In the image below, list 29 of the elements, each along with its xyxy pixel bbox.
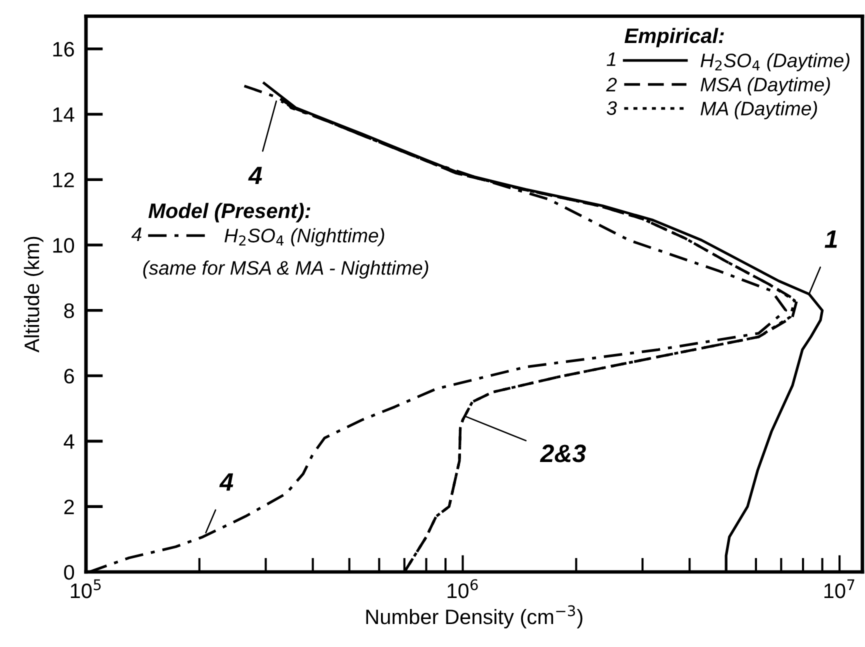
x-tick-label: 10$^{7}$ [824, 579, 854, 598]
x-axis-title: Number Density (cm$^{−3}$) [366, 605, 582, 628]
annotation: 2 [606, 78, 617, 92]
legend-label: H$_{2}$SO$_{4}$ (Nighttime) [224, 228, 384, 246]
legend-title: Empirical: [624, 28, 724, 48]
y-tick-label: 6 [64, 368, 74, 384]
annotation: 4 [131, 228, 142, 241]
annotation: 2&3 [540, 444, 586, 462]
legend-label: H$_{2}$SO$_{4}$ (Daytime) [700, 53, 850, 72]
annotation: 3 [606, 101, 617, 115]
x-tick-label: 10$^{5}$ [70, 579, 101, 598]
y-axis-title: Altitude (km) [24, 236, 44, 352]
annotation: 1 [606, 52, 616, 66]
y-tick-label: 14 [53, 107, 74, 122]
y-tick-label: 12 [53, 172, 74, 188]
y-tick-label: 16 [53, 42, 74, 57]
y-tick-label: 10 [53, 238, 74, 253]
annotation: 1 [824, 230, 837, 248]
x-tick-label: 10$^{6}$ [448, 579, 478, 598]
annotation: 4 [219, 473, 234, 491]
legend-label: MA (Daytime) [700, 101, 817, 120]
legend-label: MSA (Daytime) [700, 77, 830, 96]
y-tick-label: 4 [64, 434, 74, 449]
annotation: 4 [248, 166, 262, 184]
annotation: (same for MSA & MA - Nighttime) [143, 260, 428, 279]
y-tick-label: 8 [64, 303, 74, 318]
annotation: Model (Present): [148, 202, 310, 222]
y-tick-label: 2 [64, 500, 74, 514]
y-tick-label: 0 [64, 564, 74, 580]
